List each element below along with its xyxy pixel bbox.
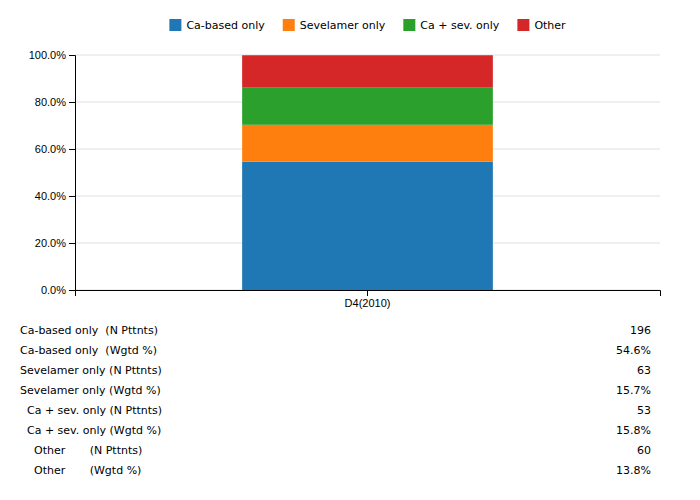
tick-label: 80.0% [35, 96, 66, 108]
tick: 80.0% [35, 96, 75, 108]
table-label: Other (N Pttnts) [20, 444, 142, 457]
x-axis: D4(2010) [76, 290, 661, 309]
legend-item: Other [517, 19, 566, 32]
table-value: 60 [637, 444, 651, 457]
legend-swatch [169, 19, 181, 31]
table-label: Ca-based only (Wgtd %) [20, 344, 157, 357]
tick-mark [69, 196, 75, 197]
legend-item: Sevelamer only [283, 19, 386, 32]
y-axis: 0.0% 20.0% 40.0% 60.0% 80.0% 100.0% [29, 49, 76, 296]
table-value: 15.8% [616, 424, 651, 437]
table-value: 63 [637, 364, 651, 377]
legend-swatch [403, 19, 415, 31]
table-value: 53 [637, 404, 651, 417]
tick: 60.0% [35, 143, 75, 155]
tick: D4(2010) [345, 290, 391, 309]
tick-mark [69, 55, 75, 56]
table-label: Ca + sev. only (Wgtd %) [20, 424, 161, 437]
chart: 0.0% 20.0% 40.0% 60.0% 80.0% 100.0% D4(2010) Ca… [0, 0, 700, 500]
legend-label: Ca + sev. only [420, 19, 500, 32]
table-label: Ca + sev. only (N Pttnts) [20, 404, 162, 417]
axis-line [69, 56, 76, 291]
table-value: 15.7% [616, 384, 651, 397]
axis-line [76, 291, 661, 297]
bar-segment [242, 125, 493, 162]
tick-mark [367, 290, 368, 296]
tick-label: 0.0% [41, 284, 66, 296]
bar-segment [242, 55, 493, 87]
tick-label: 100.0% [29, 49, 67, 61]
bar-segment [242, 162, 493, 290]
tick-label: 20.0% [35, 237, 66, 249]
bar-segment [242, 88, 493, 125]
tick: 20.0% [35, 237, 75, 249]
legend-item: Ca + sev. only [403, 19, 500, 32]
tick: 0.0% [41, 284, 75, 296]
tick-label: 60.0% [35, 143, 66, 155]
legend: Ca-based only Sevelamer only Ca + sev. onl… [169, 19, 566, 32]
tick-label: 40.0% [35, 190, 66, 202]
tick-mark [69, 102, 75, 103]
table-value: 13.8% [616, 464, 651, 477]
legend-swatch [517, 19, 529, 31]
table-label: Other (Wgtd %) [20, 464, 141, 477]
legend-label: Other [534, 19, 566, 32]
table: Ca-based only (N Pttnts) 196 Ca-based only… [20, 324, 651, 477]
legend-label: Sevelamer only [300, 19, 386, 32]
table-label: Sevelamer only (Wgtd %) [20, 384, 161, 397]
tick: 40.0% [35, 190, 75, 202]
legend-label: Ca-based only [186, 19, 265, 32]
bars [242, 55, 493, 290]
table-value: 196 [630, 324, 651, 337]
grid [75, 55, 660, 290]
plot-area: 0.0% 20.0% 40.0% 60.0% 80.0% 100.0% D4(2010) [29, 49, 661, 309]
table-value: 54.6% [616, 344, 651, 357]
legend-swatch [283, 19, 295, 31]
tick: 100.0% [29, 49, 75, 61]
tick-label: D4(2010) [345, 297, 391, 309]
tick-mark [69, 290, 75, 291]
legend-item: Ca-based only [169, 19, 265, 32]
tick-mark [69, 149, 75, 150]
tick-mark [69, 243, 75, 244]
table-label: Ca-based only (N Pttnts) [20, 324, 158, 337]
table-label: Sevelamer only (N Pttnts) [20, 364, 162, 377]
